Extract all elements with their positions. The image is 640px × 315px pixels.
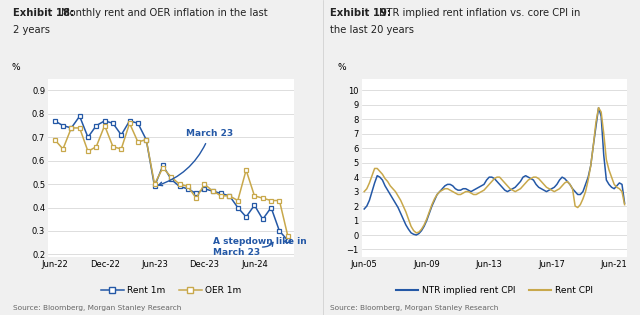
Text: Source: Bloomberg, Morgan Stanley Research: Source: Bloomberg, Morgan Stanley Resear…: [13, 305, 181, 311]
Legend: NTR implied rent CPI, Rent CPI: NTR implied rent CPI, Rent CPI: [392, 282, 596, 299]
Text: Monthly rent and OER inflation in the last: Monthly rent and OER inflation in the la…: [61, 8, 268, 18]
Text: Exhibit 18:: Exhibit 18:: [13, 8, 74, 18]
Text: %: %: [338, 63, 346, 72]
Text: %: %: [11, 63, 20, 72]
Text: Source: Bloomberg, Morgan Stanley Research: Source: Bloomberg, Morgan Stanley Resear…: [330, 305, 498, 311]
Text: the last 20 years: the last 20 years: [330, 25, 413, 35]
Text: A stepdown like in
March 23: A stepdown like in March 23: [213, 237, 307, 257]
Text: March 23: March 23: [159, 129, 234, 186]
Text: 2 years: 2 years: [13, 25, 50, 35]
Legend: Rent 1m, OER 1m: Rent 1m, OER 1m: [97, 282, 245, 299]
Text: Exhibit 19:: Exhibit 19:: [330, 8, 390, 18]
Text: NTR implied rent inflation vs. core CPI in: NTR implied rent inflation vs. core CPI …: [379, 8, 580, 18]
